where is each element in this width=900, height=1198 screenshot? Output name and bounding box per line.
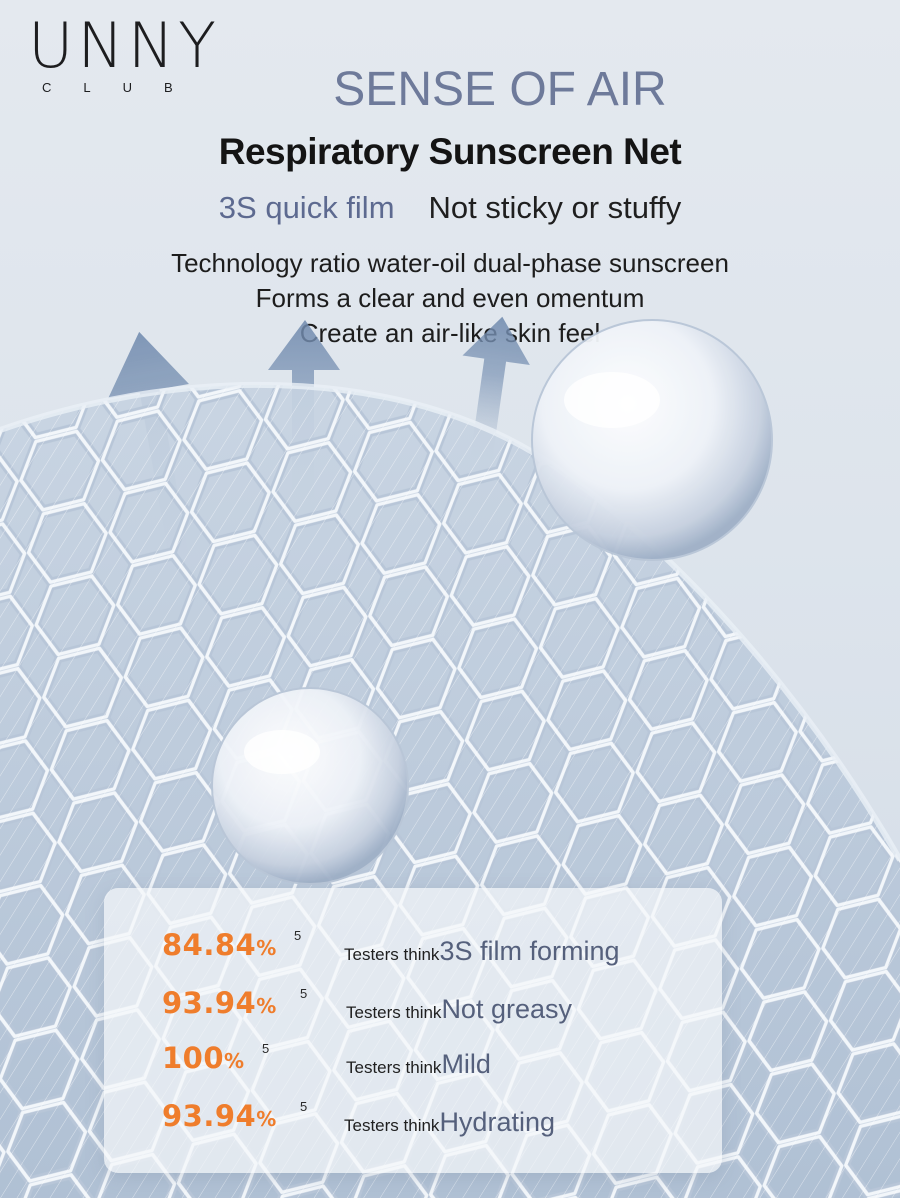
stat-percentage: 93.94% <box>162 1099 277 1133</box>
stat-percentage: 100% <box>162 1041 245 1075</box>
stat-row: 84.84% 5 Testers think3S film forming <box>162 928 722 978</box>
brand-sub: CLUB <box>42 80 205 95</box>
stat-footnote: 5 <box>300 986 308 1001</box>
brand-logo: UNNY CLUB <box>28 9 248 96</box>
stat-row: 93.94% 5 Testers thinkNot greasy <box>162 986 722 1036</box>
stat-row: 100% 5 Testers thinkMild <box>162 1041 722 1091</box>
stat-row: 93.94% 5 Testers thinkHydrating <box>162 1099 722 1149</box>
headline: SENSE OF AIR <box>333 63 667 116</box>
stat-text: Testers think3S film forming <box>344 936 620 966</box>
description-line: Technology ratio water-oil dual-phase su… <box>171 248 729 278</box>
feature-plain: Not sticky or stuffy <box>428 190 682 225</box>
stats-panel: 84.84% 5 Testers think3S film forming 93… <box>104 888 722 1173</box>
description-line: Forms a clear and even omentum <box>255 283 645 313</box>
stat-footnote: 5 <box>300 1099 308 1114</box>
stat-footnote: 5 <box>294 928 302 943</box>
feature-accent: 3S quick film <box>218 190 395 225</box>
stat-text: Testers thinkHydrating <box>344 1107 555 1137</box>
description-line: Create an air-like skin feel <box>299 318 601 348</box>
stat-text: Testers thinkMild <box>346 1049 491 1079</box>
stat-percentage: 84.84% <box>162 928 277 962</box>
water-droplet-small <box>211 687 409 885</box>
stat-text: Testers thinkNot greasy <box>346 994 572 1024</box>
stat-footnote: 5 <box>262 1041 270 1056</box>
brand-wordmark: UNNY <box>28 9 221 82</box>
stat-percentage: 93.94% <box>162 986 277 1020</box>
description: Technology ratio water-oil dual-phase su… <box>0 246 900 351</box>
subheadline: Respiratory Sunscreen Net <box>218 131 682 172</box>
water-droplet-large <box>531 319 773 561</box>
feature-line: 3S quick film Not sticky or stuffy <box>0 190 900 226</box>
